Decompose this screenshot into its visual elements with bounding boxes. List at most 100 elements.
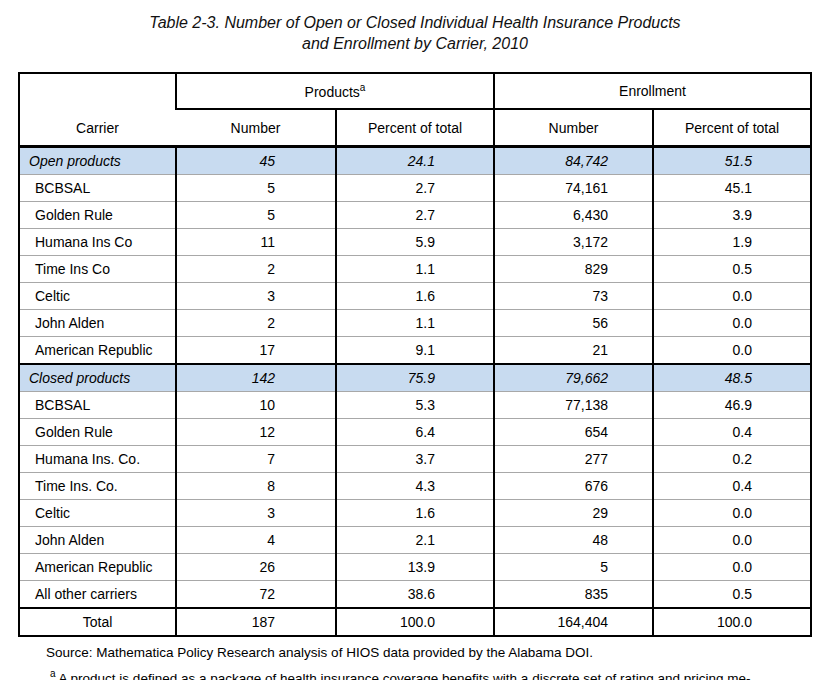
products-percent-cell: 5.9: [336, 229, 494, 256]
enrollment-number-cell: 48: [494, 527, 653, 554]
carrier-cell: Golden Rule: [19, 202, 176, 229]
products-group-header: Productsa: [176, 73, 494, 109]
carrier-cell: Total: [19, 608, 176, 636]
carrier-cell: Celtic: [19, 283, 176, 310]
products-percent-cell: 6.4: [336, 419, 494, 446]
carrier-cell: Celtic: [19, 500, 176, 527]
products-number-cell: 187: [176, 608, 336, 636]
enrollment-percent-cell: 0.4: [653, 473, 811, 500]
enrollment-number-cell: 73: [494, 283, 653, 310]
header-group-row: Carrier Productsa Enrollment: [19, 73, 811, 109]
enrollment-percent-cell: 0.5: [653, 581, 811, 609]
document-page: Table 2-3. Number of Open or Closed Indi…: [0, 0, 830, 680]
products-percent-header: Percent of total: [336, 109, 494, 147]
carrier-cell: Golden Rule: [19, 419, 176, 446]
table-row: BCBSAL 5 2.7 74,161 45.1: [19, 175, 811, 202]
table-row: Humana Ins Co 11 5.9 3,172 1.9: [19, 229, 811, 256]
enrollment-percent-cell: 0.0: [653, 310, 811, 337]
enrollment-number-cell: 164,404: [494, 608, 653, 636]
enrollment-number-cell: 56: [494, 310, 653, 337]
products-number-cell: 142: [176, 364, 336, 392]
products-percent-cell: 1.6: [336, 500, 494, 527]
enrollment-group-header: Enrollment: [494, 73, 811, 109]
products-percent-cell: 1.1: [336, 310, 494, 337]
products-percent-cell: 24.1: [336, 147, 494, 175]
table-row-total: Total 187 100.0 164,404 100.0: [19, 608, 811, 636]
enrollment-percent-cell: 1.9: [653, 229, 811, 256]
table-row: Humana Ins. Co. 7 3.7 277 0.2: [19, 446, 811, 473]
table-row-open-products: Open products 45 24.1 84,742 51.5: [19, 147, 811, 175]
products-number-cell: 12: [176, 419, 336, 446]
enrollment-percent-cell: 46.9: [653, 392, 811, 419]
products-number-cell: 72: [176, 581, 336, 609]
carrier-cell: Open products: [19, 147, 176, 175]
table-row: Celtic 3 1.6 73 0.0: [19, 283, 811, 310]
table-row-closed-products: Closed products 142 75.9 79,662 48.5: [19, 364, 811, 392]
enrollment-number-cell: 29: [494, 500, 653, 527]
table-row: American Republic 17 9.1 21 0.0: [19, 337, 811, 365]
products-group-label: Products: [305, 84, 360, 100]
footnote-text-line1: A product is defined as a package of hea…: [59, 671, 751, 680]
enrollment-percent-cell: 0.5: [653, 256, 811, 283]
table-row: Golden Rule 12 6.4 654 0.4: [19, 419, 811, 446]
table-row: Time Ins Co 2 1.1 829 0.5: [19, 256, 811, 283]
enrollment-percent-cell: 0.4: [653, 419, 811, 446]
table-title-line2: and Enrollment by Carrier, 2010: [0, 33, 830, 54]
products-footnote-marker: a: [360, 82, 366, 93]
enrollment-percent-cell: 45.1: [653, 175, 811, 202]
products-number-cell: 17: [176, 337, 336, 365]
table-row: Celtic 3 1.6 29 0.0: [19, 500, 811, 527]
products-percent-cell: 5.3: [336, 392, 494, 419]
carrier-cell: BCBSAL: [19, 175, 176, 202]
products-number-cell: 11: [176, 229, 336, 256]
carrier-cell: Time Ins. Co.: [19, 473, 176, 500]
enrollment-number-cell: 77,138: [494, 392, 653, 419]
products-number-cell: 4: [176, 527, 336, 554]
products-percent-cell: 2.7: [336, 175, 494, 202]
enrollment-percent-cell: 0.0: [653, 527, 811, 554]
table-row: John Alden 2 1.1 56 0.0: [19, 310, 811, 337]
source-note: Source: Mathematica Policy Research anal…: [20, 644, 816, 662]
table-title-line1: Table 2-3. Number of Open or Closed Indi…: [0, 12, 830, 33]
products-number-cell: 26: [176, 554, 336, 581]
products-number-cell: 5: [176, 202, 336, 229]
enrollment-number-cell: 84,742: [494, 147, 653, 175]
enrollment-number-cell: 5: [494, 554, 653, 581]
products-percent-cell: 100.0: [336, 608, 494, 636]
products-number-cell: 3: [176, 500, 336, 527]
table-row: American Republic 26 13.9 5 0.0: [19, 554, 811, 581]
products-percent-cell: 1.1: [336, 256, 494, 283]
enrollment-percent-cell: 0.0: [653, 283, 811, 310]
products-percent-cell: 2.7: [336, 202, 494, 229]
footnote-line1: a A product is defined as a package of h…: [20, 665, 816, 680]
carrier-cell: Time Ins Co: [19, 256, 176, 283]
table-row: BCBSAL 10 5.3 77,138 46.9: [19, 392, 811, 419]
carrier-cell: American Republic: [19, 554, 176, 581]
table-row: Time Ins. Co. 8 4.3 676 0.4: [19, 473, 811, 500]
table-row: All other carriers 72 38.6 835 0.5: [19, 581, 811, 609]
enrollment-number-cell: 3,172: [494, 229, 653, 256]
enrollment-percent-cell: 51.5: [653, 147, 811, 175]
enrollment-number-cell: 829: [494, 256, 653, 283]
carrier-cell: BCBSAL: [19, 392, 176, 419]
products-number-cell: 2: [176, 256, 336, 283]
enrollment-number-cell: 79,662: [494, 364, 653, 392]
enrollment-number-cell: 21: [494, 337, 653, 365]
table-footer: Source: Mathematica Policy Research anal…: [20, 644, 816, 680]
enrollment-percent-cell: 100.0: [653, 608, 811, 636]
insurance-products-table: Carrier Productsa Enrollment Number Perc…: [18, 72, 812, 637]
carrier-column-header: Carrier: [19, 73, 176, 147]
products-percent-cell: 2.1: [336, 527, 494, 554]
enrollment-number-cell: 676: [494, 473, 653, 500]
products-percent-cell: 9.1: [336, 337, 494, 365]
products-number-cell: 45: [176, 147, 336, 175]
enrollment-number-header: Number: [494, 109, 653, 147]
enrollment-percent-cell: 0.2: [653, 446, 811, 473]
products-number-cell: 3: [176, 283, 336, 310]
carrier-cell: John Alden: [19, 310, 176, 337]
enrollment-percent-cell: 0.0: [653, 500, 811, 527]
carrier-cell: All other carriers: [19, 581, 176, 609]
enrollment-number-cell: 277: [494, 446, 653, 473]
products-percent-cell: 75.9: [336, 364, 494, 392]
products-percent-cell: 4.3: [336, 473, 494, 500]
